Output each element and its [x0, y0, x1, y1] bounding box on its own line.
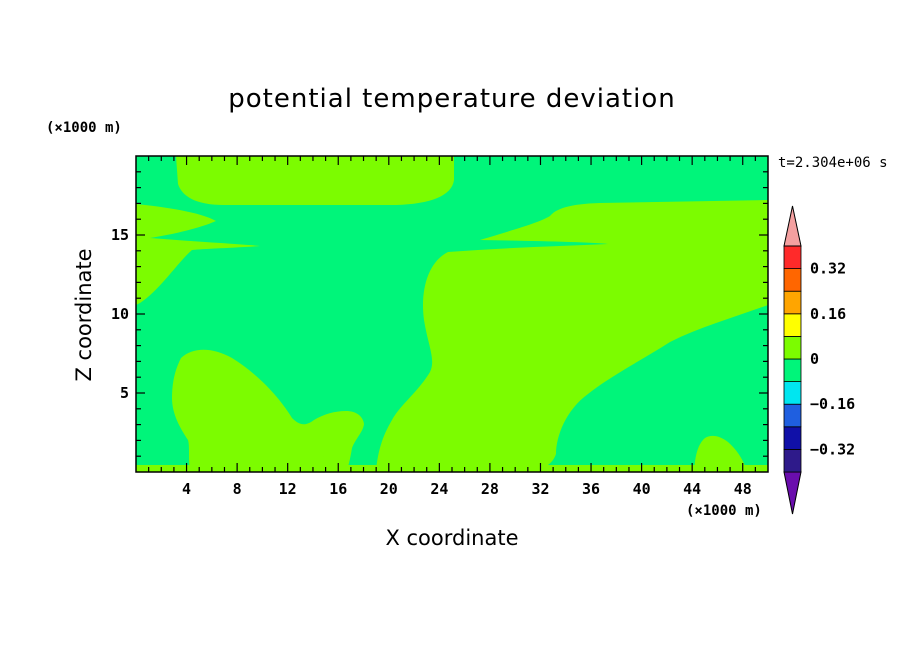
x-tick-label: 20	[380, 480, 398, 498]
colorbar-segment	[783, 290, 802, 315]
chart-title: potential temperature deviation	[228, 84, 676, 114]
colorbar-segment	[783, 245, 802, 270]
y-tick-label: 15	[111, 226, 129, 244]
colorbar-segment	[783, 313, 802, 337]
y-axis-unit: (×1000 m)	[46, 120, 122, 136]
x-tick-label: 40	[633, 480, 651, 498]
y-tick-label: 5	[120, 384, 129, 402]
colorbar-tick-label: −0.16	[810, 395, 855, 413]
colorbar: 0.32 0.16 0 −0.16 −0.32	[783, 205, 855, 515]
x-tick-label: 24	[430, 480, 448, 498]
x-tick-label: 36	[582, 480, 600, 498]
contour-left-tongue	[136, 204, 260, 305]
colorbar-tick-label: 0.16	[810, 305, 846, 323]
colorbar-segment	[783, 381, 802, 405]
colorbar-segment	[783, 268, 802, 292]
colorbar-segment	[783, 448, 802, 473]
contour-lower-right-lobe	[694, 435, 747, 472]
x-tick-label: 32	[531, 480, 549, 498]
x-tick-label: 12	[279, 480, 297, 498]
x-tick-label: 44	[683, 480, 701, 498]
contour-top-band	[176, 156, 454, 205]
colorbar-tick-label: 0.32	[810, 260, 846, 278]
contour-lower-left-lobe	[172, 349, 364, 472]
y-tick-label: 10	[111, 305, 129, 323]
x-axis-label: X coordinate	[385, 526, 519, 550]
colorbar-segment	[783, 335, 802, 360]
colorbar-tick-label: 0	[810, 350, 819, 368]
colorbar-tick-label: −0.32	[810, 440, 855, 458]
x-tick-label: 28	[481, 480, 499, 498]
x-tick-label: 48	[734, 480, 752, 498]
contour-field	[136, 156, 768, 472]
x-axis-unit: (×1000 m)	[686, 503, 762, 519]
x-tick-label: 8	[233, 480, 242, 498]
x-tick-label: 16	[329, 480, 347, 498]
colorbar-segment	[783, 403, 802, 428]
colorbar-segment	[783, 426, 802, 450]
colorbar-under-triangle	[783, 471, 802, 515]
contour-central-plume	[376, 200, 768, 472]
colorbar-segment	[783, 358, 802, 383]
x-tick-label: 4	[182, 480, 191, 498]
colorbar-over-triangle	[783, 205, 802, 247]
time-label: t=2.304e+06 s	[778, 155, 888, 171]
